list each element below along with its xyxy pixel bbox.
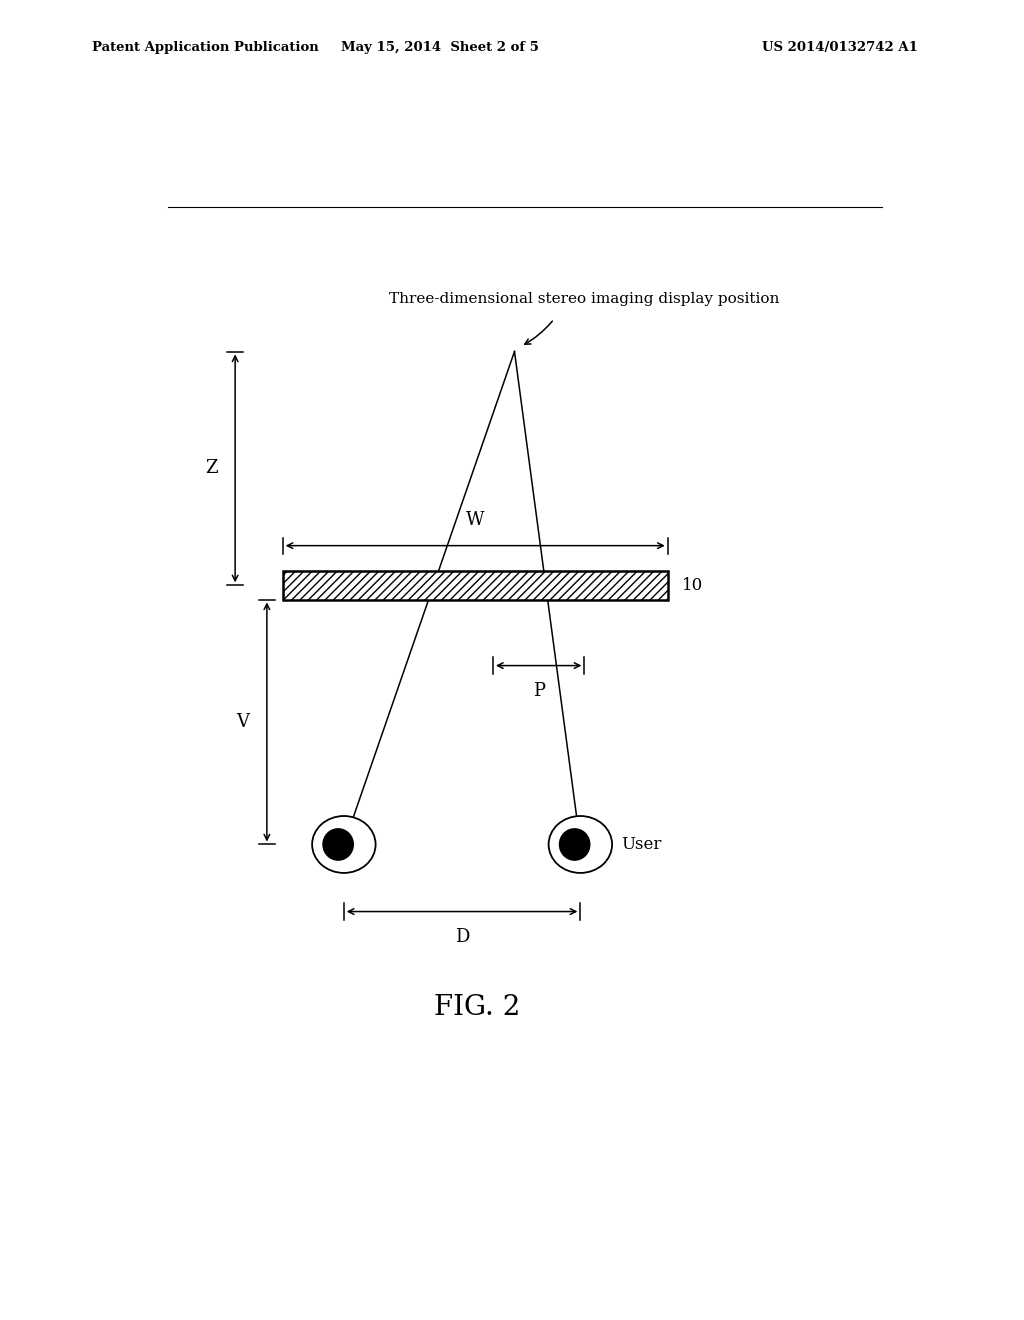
Text: Z: Z xyxy=(205,459,218,478)
Ellipse shape xyxy=(312,816,376,873)
Text: Three-dimensional stereo imaging display position: Three-dimensional stereo imaging display… xyxy=(389,292,779,306)
Text: P: P xyxy=(532,682,545,700)
Text: US 2014/0132742 A1: US 2014/0132742 A1 xyxy=(762,41,918,54)
Bar xyxy=(283,572,668,599)
Ellipse shape xyxy=(323,828,354,861)
Text: Patent Application Publication: Patent Application Publication xyxy=(92,41,318,54)
Text: May 15, 2014  Sheet 2 of 5: May 15, 2014 Sheet 2 of 5 xyxy=(341,41,540,54)
Text: User: User xyxy=(622,836,662,853)
Text: W: W xyxy=(466,511,484,529)
Ellipse shape xyxy=(549,816,612,873)
Text: 10: 10 xyxy=(682,577,703,594)
Text: FIG. 2: FIG. 2 xyxy=(434,994,520,1020)
Text: D: D xyxy=(455,928,469,946)
Ellipse shape xyxy=(559,828,591,861)
Text: V: V xyxy=(237,713,250,731)
